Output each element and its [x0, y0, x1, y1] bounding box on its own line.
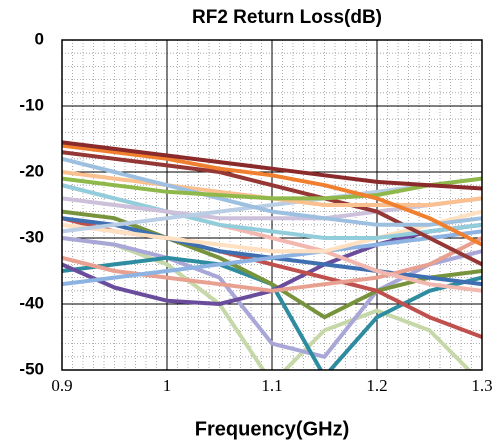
x-tick-label: 1.2: [366, 376, 387, 395]
y-tick-label: -10: [19, 95, 44, 114]
lines: [62, 140, 482, 370]
y-tick-label: -50: [19, 359, 44, 378]
x-tick-label: 1.3: [471, 376, 492, 395]
x-tick-label: 1.1: [261, 376, 282, 395]
series-line: [62, 236, 472, 370]
series-line: [62, 236, 482, 293]
y-tick-label: -20: [19, 161, 44, 180]
series-line: [62, 176, 482, 201]
series-line: [62, 143, 482, 247]
series-line: [62, 236, 482, 359]
y-tick-label: 0: [35, 29, 44, 48]
x-axis-label: Frequency(GHz): [195, 418, 349, 440]
y-tick-label: -40: [19, 293, 44, 312]
x-tick-label: 0.9: [51, 376, 72, 395]
series-line: [62, 156, 482, 227]
series-line: [62, 209, 482, 320]
y-tick-label: -30: [19, 227, 44, 246]
plot-frame: [61, 39, 483, 371]
series-line: [62, 150, 482, 267]
series-line: [62, 140, 482, 191]
chart-title: RF2 Return Loss(dB): [192, 7, 382, 28]
x-tick-label: 1: [163, 376, 172, 395]
series-line: [62, 229, 482, 287]
series-line: [62, 183, 482, 240]
ticks: 0.9 1 1.1 1.2 1.3 0 -10 -20 -30 -40 -50: [19, 29, 492, 394]
series-line: [62, 196, 482, 221]
